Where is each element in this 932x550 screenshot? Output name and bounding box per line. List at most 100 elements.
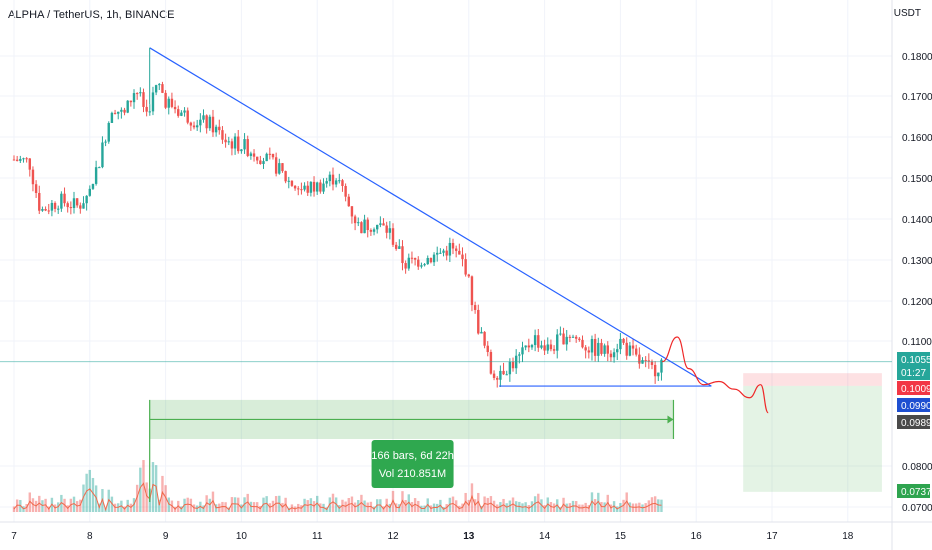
candle-body: [202, 115, 205, 120]
candle-body: [568, 336, 572, 338]
candle-body: [218, 126, 221, 131]
candle-body: [436, 252, 439, 255]
candle-body: [208, 116, 212, 129]
candle-body: [38, 192, 41, 211]
candle-body: [631, 345, 635, 349]
candle-body: [240, 149, 243, 152]
candle-body: [113, 112, 117, 114]
candle-body: [511, 361, 515, 369]
volume-bar: [407, 494, 410, 512]
candle-body: [224, 139, 227, 143]
candle-body: [619, 338, 622, 350]
volume-bar: [91, 477, 95, 512]
volume-bar: [451, 496, 455, 512]
volume-bar: [208, 498, 212, 512]
candle-body: [290, 180, 294, 186]
candle-body: [489, 352, 493, 374]
candle-body: [227, 141, 230, 143]
time-tick-label: 13: [463, 531, 475, 542]
candle-body: [467, 274, 470, 277]
candle-body: [243, 139, 246, 150]
volume-bar: [657, 499, 660, 512]
candle-body: [233, 136, 237, 149]
candle-body: [350, 206, 354, 217]
candle-body: [464, 259, 467, 275]
candle-body: [309, 181, 313, 193]
candle-body: [135, 93, 139, 95]
candle-body: [303, 185, 306, 190]
time-tick-label: 7: [11, 531, 17, 542]
price-tick-label: 0.1800: [902, 52, 932, 63]
candle-body: [505, 374, 508, 376]
candle-body: [214, 126, 218, 133]
candle-body: [69, 207, 73, 209]
candle-body: [28, 158, 31, 170]
volume-bar: [309, 498, 313, 512]
volume-bar: [85, 473, 88, 512]
candle-body: [252, 153, 256, 157]
candle-body: [117, 111, 120, 114]
candle-body: [205, 115, 208, 129]
candle-body: [527, 345, 531, 348]
candle-body: [600, 342, 603, 354]
candle-body: [647, 360, 651, 362]
volume-bar: [38, 495, 41, 512]
candle-body: [445, 250, 448, 256]
volume-bar: [650, 497, 654, 512]
time-tick-label: 18: [842, 531, 854, 542]
candle-body: [126, 100, 129, 113]
volume-bars: [12, 460, 663, 512]
candle-body: [63, 193, 66, 204]
time-tick-label: 14: [539, 531, 551, 542]
candle-body: [31, 169, 35, 185]
candle-body: [439, 252, 442, 254]
volume-bar: [306, 500, 309, 512]
candle-body: [57, 208, 60, 210]
time-axis[interactable]: 7 8 9 10 11 12 13 14 15 16 17 18: [11, 531, 854, 542]
candle-body: [391, 228, 395, 245]
candle-body: [653, 364, 657, 377]
volume-bar: [363, 500, 366, 512]
volume-bar: [139, 467, 142, 512]
candle-body: [540, 345, 543, 348]
candle-body: [183, 110, 186, 113]
candle-body: [158, 84, 161, 86]
candle-body: [173, 106, 177, 110]
candle-body: [603, 345, 606, 354]
volume-bar: [622, 499, 625, 512]
candle-body: [353, 216, 357, 224]
candle-body: [486, 345, 489, 353]
candle-body: [366, 219, 369, 231]
stop-loss-zone: [743, 373, 882, 386]
candle-body: [385, 225, 388, 233]
candle-body: [47, 210, 50, 212]
candle-body: [132, 93, 136, 103]
candle-body: [12, 159, 16, 161]
volume-bar: [660, 499, 663, 512]
candle-body: [432, 254, 436, 263]
measure-bars-label: 166 bars, 6d 22h: [371, 450, 454, 462]
candle-body: [312, 181, 316, 192]
volume-bar: [533, 496, 537, 512]
measure-range-arrowhead: [667, 415, 674, 424]
price-tick-label: 0.1500: [902, 174, 932, 185]
price-axis[interactable]: 0.1800 0.1700 0.1600 0.1500 0.1400 0.1300 0.12…: [897, 52, 932, 514]
candle-body: [552, 349, 556, 351]
candle-body: [161, 84, 164, 93]
volume-bar: [653, 496, 657, 512]
candle-body: [107, 122, 110, 142]
measure-volume-label: Vol 210.851M: [379, 468, 446, 480]
time-tick-label: 16: [691, 531, 703, 542]
candle-body: [499, 370, 502, 380]
candle-body: [417, 259, 420, 267]
volume-bar: [508, 500, 512, 512]
volume-bar: [271, 500, 275, 512]
price-tag-last: [897, 352, 930, 380]
candle-body: [211, 116, 215, 133]
candle-body: [41, 209, 44, 211]
candle-body: [537, 335, 540, 348]
volume-bar: [142, 460, 145, 512]
volume-bar: [331, 493, 335, 512]
